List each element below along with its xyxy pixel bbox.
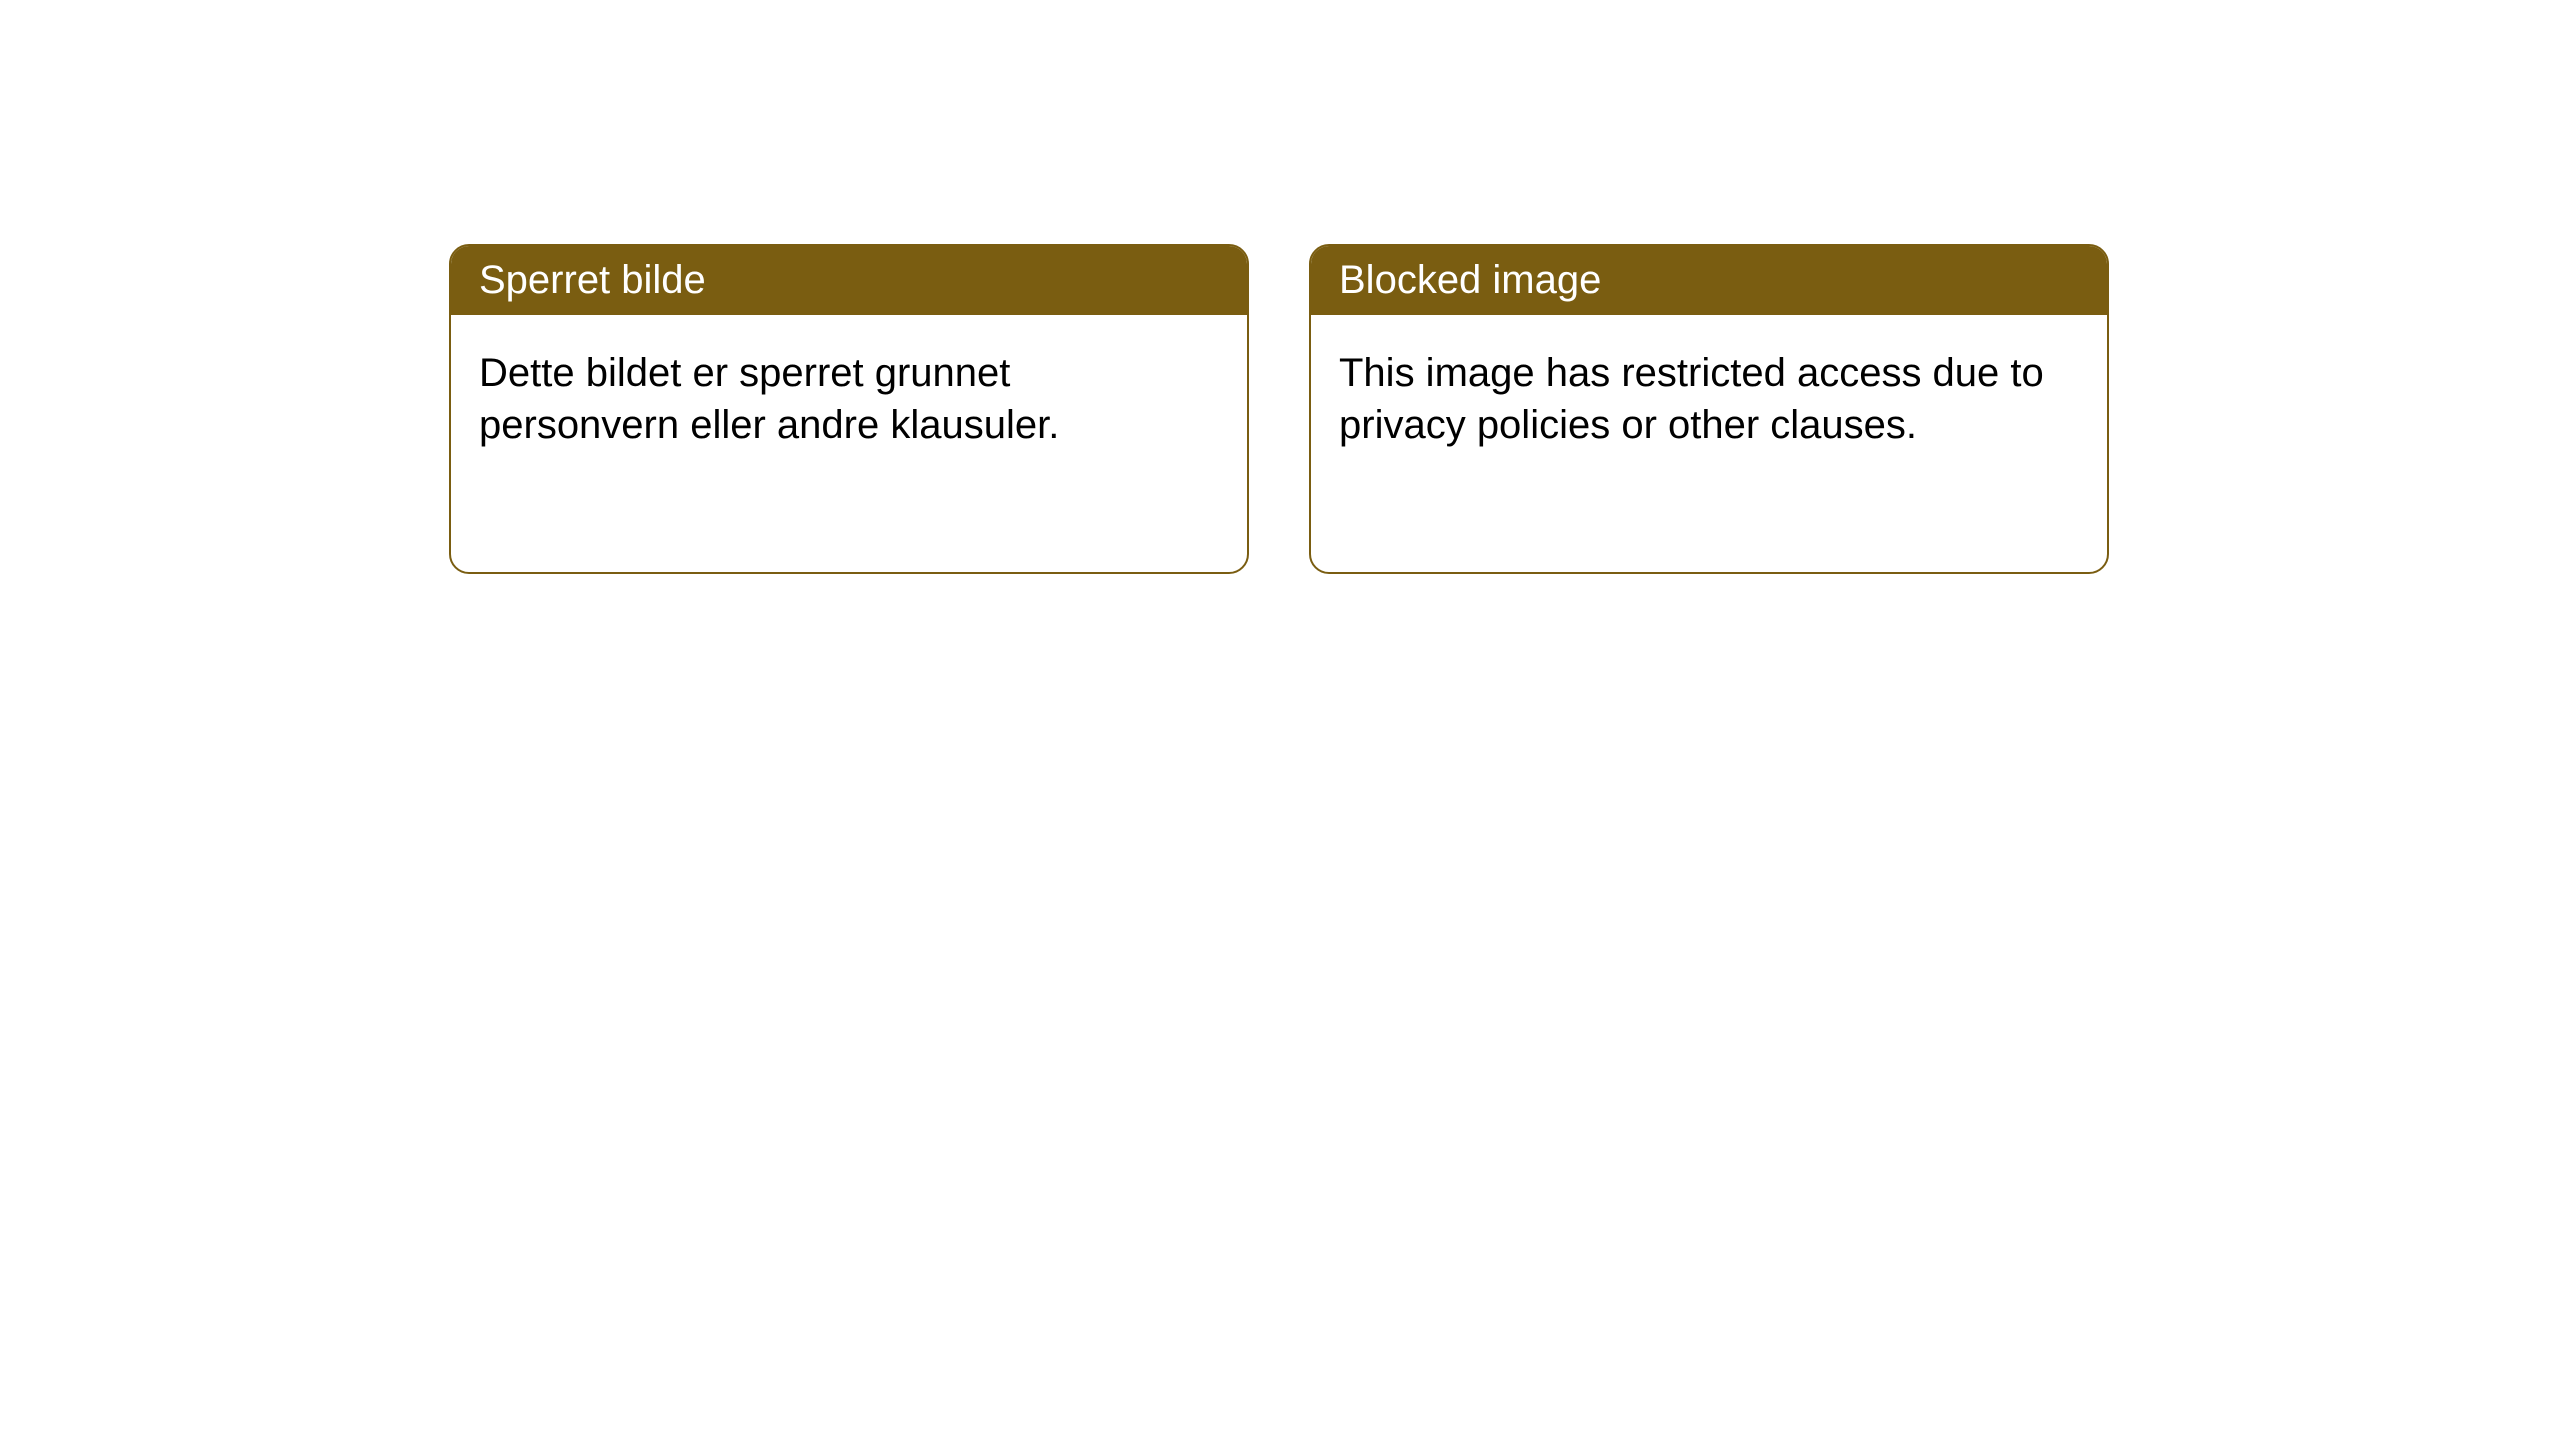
card-body-english: This image has restricted access due to … [1311, 315, 2107, 483]
card-header-english: Blocked image [1311, 246, 2107, 315]
cards-container: Sperret bilde Dette bildet er sperret gr… [449, 244, 2109, 574]
card-header-norwegian: Sperret bilde [451, 246, 1247, 315]
card-english: Blocked image This image has restricted … [1309, 244, 2109, 574]
card-body-norwegian: Dette bildet er sperret grunnet personve… [451, 315, 1247, 483]
card-text-norwegian: Dette bildet er sperret grunnet personve… [479, 351, 1059, 447]
card-norwegian: Sperret bilde Dette bildet er sperret gr… [449, 244, 1249, 574]
card-title-norwegian: Sperret bilde [479, 258, 706, 302]
card-text-english: This image has restricted access due to … [1339, 351, 2044, 447]
card-title-english: Blocked image [1339, 258, 1601, 302]
